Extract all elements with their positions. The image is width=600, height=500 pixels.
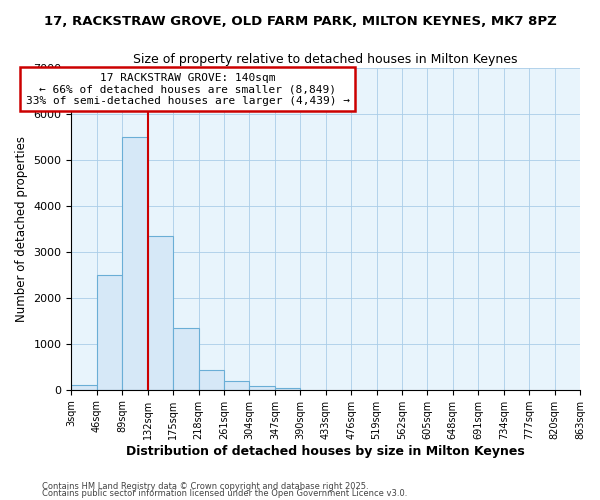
Bar: [199, 370, 224, 390]
Bar: [250, 386, 275, 390]
Text: 17, RACKSTRAW GROVE, OLD FARM PARK, MILTON KEYNES, MK7 8PZ: 17, RACKSTRAW GROVE, OLD FARM PARK, MILT…: [44, 15, 556, 28]
Text: Contains HM Land Registry data © Crown copyright and database right 2025.: Contains HM Land Registry data © Crown c…: [42, 482, 368, 491]
Bar: [173, 328, 199, 390]
Y-axis label: Number of detached properties: Number of detached properties: [15, 136, 28, 322]
Bar: [97, 275, 122, 390]
Bar: [122, 137, 148, 390]
Text: Contains public sector information licensed under the Open Government Licence v3: Contains public sector information licen…: [42, 489, 407, 498]
Bar: [275, 388, 300, 390]
X-axis label: Distribution of detached houses by size in Milton Keynes: Distribution of detached houses by size …: [127, 444, 525, 458]
Bar: [71, 385, 97, 390]
Text: 17 RACKSTRAW GROVE: 140sqm
← 66% of detached houses are smaller (8,849)
33% of s: 17 RACKSTRAW GROVE: 140sqm ← 66% of deta…: [26, 72, 350, 106]
Bar: [148, 236, 173, 390]
Bar: [224, 380, 250, 390]
Title: Size of property relative to detached houses in Milton Keynes: Size of property relative to detached ho…: [133, 52, 518, 66]
